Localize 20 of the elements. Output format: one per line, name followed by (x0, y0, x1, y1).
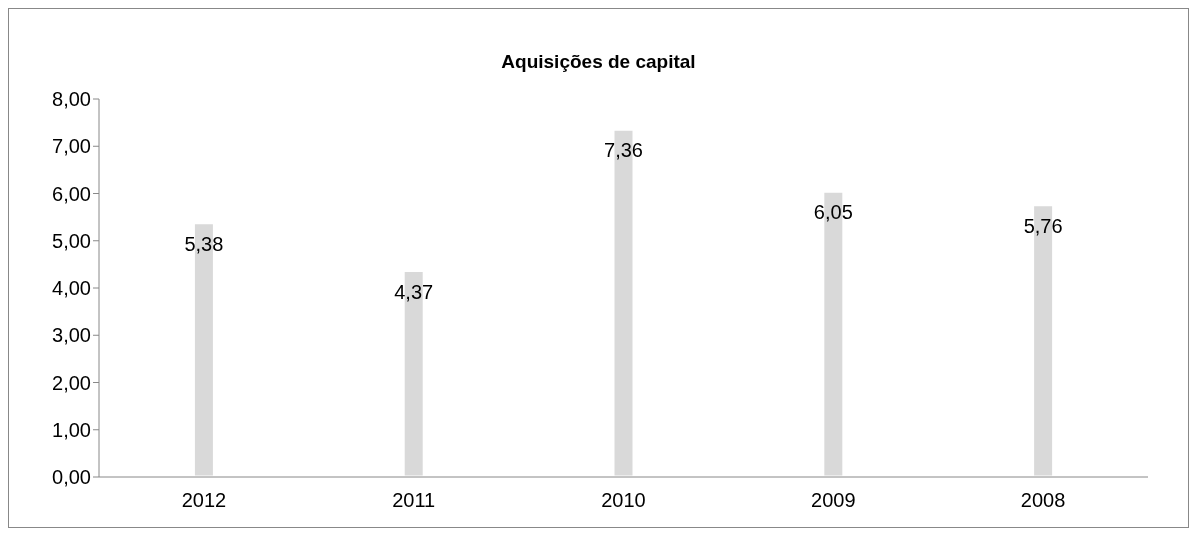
x-tick-label: 2009 (811, 489, 856, 512)
data-label: 4,37 (394, 280, 434, 303)
y-tick-label: 5,00 (52, 229, 91, 252)
y-tick-label: 6,00 (52, 182, 91, 205)
chart-title: Aquisições de capital (500, 51, 697, 73)
y-tick-label: 8,00 (52, 88, 91, 111)
x-tick-label: 2011 (392, 489, 436, 512)
x-tick-label: 2010 (601, 489, 646, 512)
y-tick-label: 3,00 (52, 324, 91, 347)
y-tick-label: 1,00 (52, 418, 91, 441)
y-tick-label: 7,00 (52, 135, 91, 158)
y-tick-label: 2,00 (52, 371, 91, 394)
data-label: 5,76 (1023, 215, 1063, 238)
x-tick-label: 2012 (181, 489, 227, 512)
data-label: 7,36 (604, 139, 643, 162)
data-label: 5,38 (184, 232, 224, 255)
y-tick-label: 0,00 (52, 466, 91, 489)
y-tick-label: 4,00 (52, 277, 91, 300)
data-label: 6,05 (813, 201, 853, 224)
x-tick-label: 2008 (1020, 489, 1066, 512)
